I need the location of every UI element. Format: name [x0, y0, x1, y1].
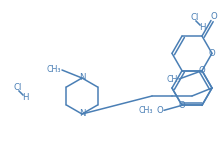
Text: CH₃: CH₃: [139, 106, 153, 115]
Text: N: N: [79, 109, 85, 118]
Text: N: N: [79, 74, 85, 83]
Text: H: H: [22, 93, 28, 102]
Text: CH₃: CH₃: [47, 65, 61, 74]
Text: CH₃: CH₃: [167, 75, 181, 84]
Text: Cl: Cl: [14, 84, 22, 93]
Text: H: H: [199, 22, 205, 31]
Text: O: O: [179, 101, 185, 110]
Text: O: O: [199, 66, 205, 75]
Text: Cl: Cl: [191, 13, 199, 22]
Text: O: O: [209, 49, 215, 58]
Text: O: O: [210, 12, 217, 21]
Text: O: O: [157, 106, 163, 115]
